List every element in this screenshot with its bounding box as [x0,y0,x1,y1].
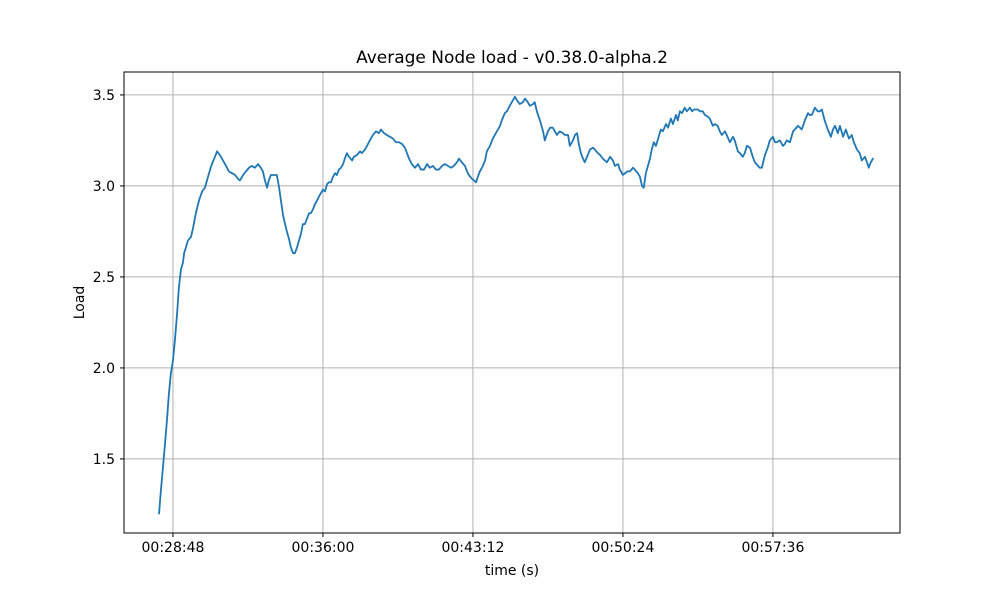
x-tick-label: 00:43:12 [441,540,504,556]
x-tick-label: 00:57:36 [741,540,804,556]
chart-title: Average Node load - v0.38.0-alpha.2 [356,48,668,68]
y-axis: 1.5 2.0 2.5 3.0 3.5 [93,88,124,468]
x-axis-label: time (s) [485,563,539,579]
y-tick-label: 2.0 [93,361,115,377]
y-tick-label: 1.5 [93,452,115,468]
y-axis-label: Load [72,286,88,320]
y-tick-label: 2.5 [93,270,115,286]
load-line [158,95,874,515]
grid [124,72,900,533]
x-tick-label: 00:36:00 [292,540,355,556]
x-tick-label: 00:28:48 [142,540,205,556]
y-tick-label: 3.0 [93,179,115,195]
axes-frame [123,71,901,534]
x-axis: 00:28:48 00:36:00 00:43:12 00:50:24 00:57:36 [142,533,804,556]
x-tick-label: 00:50:24 [591,540,654,556]
y-tick-label: 3.5 [93,88,115,104]
